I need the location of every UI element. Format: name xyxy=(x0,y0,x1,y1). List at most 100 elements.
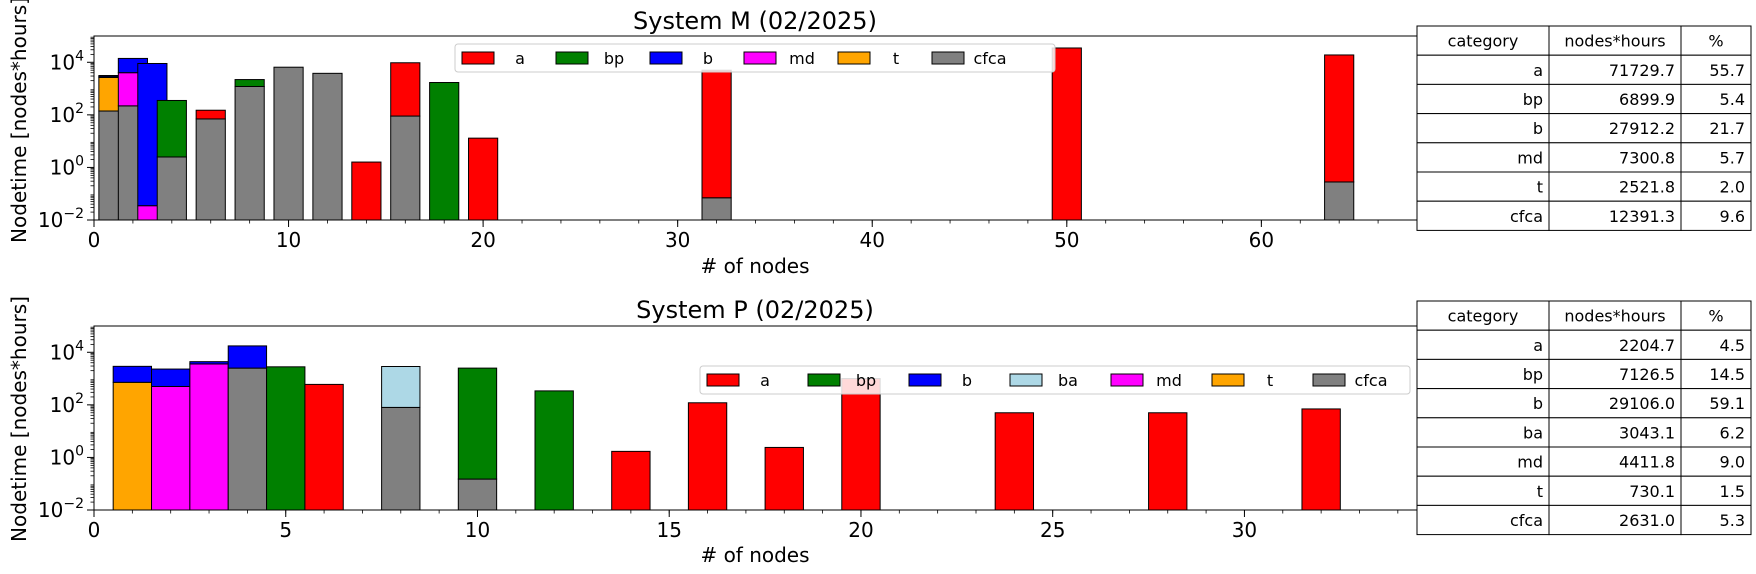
bar-cfca-x4 xyxy=(227,367,268,511)
table-cell xyxy=(1416,54,1550,85)
legend-label-bp: bp xyxy=(604,49,624,68)
x-tick-label: 5 xyxy=(279,518,292,542)
table-cell xyxy=(1680,200,1752,231)
table-cell-text: 14.5 xyxy=(1709,365,1745,384)
table-cell-text: 29106.0 xyxy=(1609,394,1675,413)
bar-t-x1 xyxy=(112,381,153,511)
legend-swatch-cfca xyxy=(931,51,965,65)
table-header-text: category xyxy=(1448,307,1519,326)
table-cell-text: 12391.3 xyxy=(1609,207,1675,226)
bar-b-x4 xyxy=(227,345,268,369)
chart-panel-system-m: System M (02/2025) Nodetime [nodes*hours… xyxy=(7,0,1752,278)
x-tick-label: 60 xyxy=(1249,228,1274,252)
table-header-cell xyxy=(1416,300,1550,331)
table-header-text: nodes*hours xyxy=(1564,32,1665,51)
legend-swatch-b xyxy=(908,373,942,387)
table-cell-text: 6899.9 xyxy=(1619,90,1675,109)
table-cell xyxy=(1416,504,1550,536)
legend-label-md: md xyxy=(789,49,815,68)
legend-swatch-a xyxy=(706,373,740,387)
bar-b-x3 xyxy=(189,361,229,365)
legend: a bp b md t cfca xyxy=(454,43,1056,73)
x-tick-label: 30 xyxy=(665,228,690,252)
legend-swatch-t xyxy=(1211,373,1245,387)
table-cell-text: 2631.0 xyxy=(1619,511,1675,530)
table-cell-text: cfca xyxy=(1510,207,1543,226)
x-ticks: 0 5 10 15 20 25 30 xyxy=(88,510,1399,542)
table-cell-text: md xyxy=(1517,148,1543,167)
bar-a-x20 xyxy=(841,378,881,511)
table-cell xyxy=(1416,388,1550,419)
bar-a-x50 xyxy=(1051,47,1082,221)
legend-swatch-t xyxy=(837,51,871,65)
chart-panel-system-p: System P (02/2025) Nodetime [nodes*hours… xyxy=(7,296,1752,567)
summary-table: category nodes*hours % a 2204.7 4.5 bp 7126.5 14… xyxy=(1416,300,1752,536)
bar-bp-x4 xyxy=(156,99,187,158)
table-cell xyxy=(1548,388,1682,419)
x-axis-label: # of nodes xyxy=(700,543,809,567)
bar-a-x6 xyxy=(195,109,226,120)
bar-a-x16 xyxy=(687,402,728,511)
table-cell xyxy=(1680,388,1752,419)
bars-group xyxy=(112,345,1341,511)
table-cell-text: t xyxy=(1537,482,1543,501)
chart-title: System M (02/2025) xyxy=(633,7,877,35)
table-cell xyxy=(1416,329,1550,360)
table-cell-text: 55.7 xyxy=(1709,61,1745,80)
bar-cfca-x10 xyxy=(273,66,304,221)
x-tick-label: 20 xyxy=(470,228,495,252)
legend-label-t: t xyxy=(893,49,899,68)
bar-cfca-x32 xyxy=(701,197,732,221)
table-header-cell xyxy=(1680,300,1752,331)
legend-swatch-md xyxy=(743,51,777,65)
table-cell xyxy=(1416,446,1550,477)
table-header-text: category xyxy=(1448,32,1519,51)
bar-ba-x8 xyxy=(381,366,421,408)
legend-box xyxy=(699,365,1411,395)
table-cell-text: 6.2 xyxy=(1720,423,1745,442)
summary-table: category nodes*hours % a 71729.7 55.7 bp 6899.9… xyxy=(1416,25,1752,231)
x-tick-label: 20 xyxy=(848,518,873,542)
bar-b-x1 xyxy=(112,365,153,383)
table-cell-text: 4411.8 xyxy=(1619,453,1675,472)
table-cell-text: cfca xyxy=(1510,511,1543,530)
legend-swatch-ba xyxy=(1009,373,1043,387)
legend-swatch-cfca xyxy=(1312,373,1346,387)
y-ticks: 10−2 100 102 104 xyxy=(38,36,94,232)
bar-cfca-x16 xyxy=(390,115,421,221)
legend-swatch-a xyxy=(461,51,495,65)
table-cell-text: 1.5 xyxy=(1720,482,1745,501)
bar-a-x14 xyxy=(611,450,651,511)
table-cell xyxy=(1416,171,1550,202)
legend-label-b: b xyxy=(703,49,713,68)
table-cell-text: bp xyxy=(1523,365,1543,384)
x-tick-label: 40 xyxy=(860,228,885,252)
bar-a-x32 xyxy=(701,69,732,199)
bar-cfca-x4 xyxy=(156,156,187,221)
y-tick-label: 10−2 xyxy=(38,206,84,232)
y-tick-label: 104 xyxy=(50,48,84,74)
y-tick-label: 100 xyxy=(50,153,84,179)
bar-bp-x18 xyxy=(429,82,460,221)
legend-label-t: t xyxy=(1267,371,1273,390)
table-cell-text: 730.1 xyxy=(1629,482,1675,501)
bar-a-x28 xyxy=(1148,412,1188,511)
legend-swatch-md xyxy=(1110,373,1144,387)
table-cell-text: 2204.7 xyxy=(1619,336,1675,355)
bar-cfca-x6 xyxy=(195,118,226,221)
legend: a bp b ba md t cfca xyxy=(699,365,1411,395)
table-cell-text: 5.4 xyxy=(1720,90,1745,109)
table-cell xyxy=(1416,417,1550,448)
bar-a-x16 xyxy=(390,62,421,117)
y-tick-label: 104 xyxy=(50,338,84,364)
table-cell xyxy=(1416,358,1550,390)
bar-cfca-x10 xyxy=(457,478,498,511)
bar-cfca-x64 xyxy=(1324,181,1355,221)
x-tick-label: 25 xyxy=(1040,518,1065,542)
table-cell-text: a xyxy=(1533,61,1543,80)
legend-label-cfca: cfca xyxy=(1354,371,1387,390)
x-ticks: 0 10 20 30 40 50 60 xyxy=(88,220,1418,252)
table-cell xyxy=(1416,200,1550,231)
x-axis-label: # of nodes xyxy=(700,254,809,278)
table-cell xyxy=(1548,171,1682,202)
